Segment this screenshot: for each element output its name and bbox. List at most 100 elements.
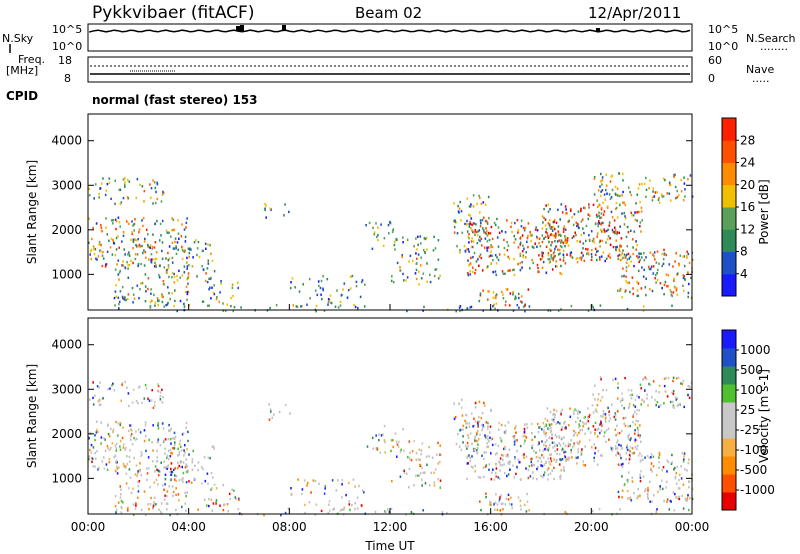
scatter-cell: [161, 401, 164, 404]
scatter-cell: [564, 455, 567, 459]
scatter-cell: [485, 227, 487, 230]
scatter-cell: [470, 217, 473, 220]
scatter-cell: [128, 263, 130, 267]
scatter-cell: [469, 306, 471, 309]
scatter-cell: [410, 511, 413, 514]
scatter-cell: [474, 268, 477, 272]
scatter-cell: [655, 390, 657, 393]
scatter-cell: [160, 200, 163, 203]
scatter-cell: [583, 416, 585, 420]
scatter-cell: [665, 486, 667, 489]
scatter-cell: [468, 223, 471, 226]
scatter-cell: [115, 459, 118, 462]
scatter-cell: [413, 484, 415, 487]
scatter-cell: [171, 229, 173, 232]
scatter-cell: [682, 460, 685, 463]
scatter-cell: [526, 423, 528, 426]
scatter-cell: [121, 383, 123, 386]
scatter-cell: [181, 274, 184, 277]
scatter-cell: [603, 435, 605, 438]
scatter-cell: [289, 412, 291, 415]
scatter-cell: [672, 291, 675, 294]
scatter-cell: [636, 428, 639, 431]
scatter-cell: [683, 452, 686, 455]
scatter-cell: [108, 177, 111, 180]
scatter-cell: [476, 234, 479, 237]
scatter-cell: [375, 447, 378, 450]
scatter-cell: [600, 422, 602, 425]
scatter-cell: [161, 484, 164, 487]
scatter-cell: [423, 237, 426, 240]
scatter-cell: [147, 503, 149, 506]
scatter-cell: [105, 217, 107, 220]
scatter-cell: [498, 498, 501, 501]
scatter-cell: [580, 256, 582, 259]
scatter-cell: [132, 487, 134, 490]
scatter-cell: [475, 223, 477, 226]
scatter-cell: [680, 465, 682, 468]
scatter-cell: [521, 250, 524, 253]
scatter-cell: [207, 243, 209, 246]
scatter-cell: [496, 236, 499, 239]
scatter-cell: [104, 193, 107, 197]
scatter-cell: [517, 496, 520, 499]
scatter-cell: [387, 223, 390, 227]
scatter-cell: [402, 272, 404, 276]
scatter-cell: [658, 391, 660, 394]
scatter-cell: [685, 498, 687, 502]
scatter-cell: [529, 475, 532, 478]
scatter-cell: [437, 239, 440, 242]
scatter-cell: [516, 219, 519, 222]
scatter-cell: [502, 293, 504, 296]
scatter-cell: [682, 276, 685, 280]
scatter-cell: [622, 190, 624, 194]
scatter-cell: [220, 282, 222, 285]
scatter-cell: [213, 292, 216, 296]
scatter-cell: [549, 226, 552, 230]
scatter-cell: [644, 490, 646, 493]
scatter-cell: [128, 180, 131, 183]
scatter-cell: [600, 190, 602, 193]
scatter-cell: [495, 294, 497, 298]
scatter-cell: [503, 246, 506, 250]
scatter-cell: [137, 402, 139, 405]
scatter-cell: [594, 446, 597, 450]
scatter-cell: [98, 243, 100, 246]
scatter-cell: [625, 261, 628, 264]
scatter-cell: [561, 408, 564, 412]
scatter-cell: [95, 222, 98, 225]
scatter-cell: [429, 273, 431, 276]
scatter-cell: [563, 466, 565, 469]
scatter-cell: [401, 254, 403, 257]
scatter-cell: [157, 469, 159, 472]
scatter-cell: [567, 220, 570, 223]
scatter-cell: [122, 501, 124, 504]
scatter-cell: [421, 484, 423, 487]
scatter-cell: [201, 265, 204, 268]
scatter-cell: [275, 304, 278, 307]
scatter-cell: [682, 483, 685, 486]
scatter-cell: [467, 434, 469, 437]
scatter-cell: [616, 216, 619, 219]
scatter-cell: [550, 244, 552, 247]
scatter-cell: [468, 250, 470, 253]
scatter-cell: [175, 252, 178, 256]
scatter-cell: [206, 267, 209, 270]
scatter-cell: [468, 241, 470, 244]
scatter-cell: [184, 451, 186, 454]
scatter-cell: [123, 183, 126, 187]
scatter-cell: [551, 226, 553, 229]
scatter-cell: [204, 479, 207, 483]
scatter-cell: [485, 495, 487, 499]
scatter-cell: [156, 181, 158, 185]
scatter-cell: [482, 229, 485, 232]
scatter-cell: [410, 459, 413, 462]
colorbar-tick-label: 24: [740, 156, 755, 170]
scatter-cell: [380, 434, 383, 437]
scatter-cell: [166, 467, 168, 470]
scatter-cell: [119, 290, 122, 293]
scatter-cell: [519, 499, 522, 502]
scatter-cell: [503, 431, 506, 434]
scatter-cell: [527, 222, 530, 225]
scatter-cell: [181, 433, 184, 436]
